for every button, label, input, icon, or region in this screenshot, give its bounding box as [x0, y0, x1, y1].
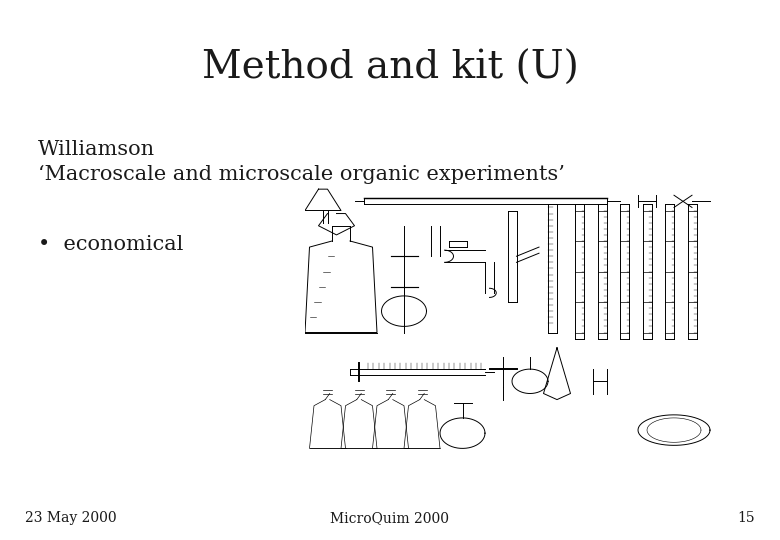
Text: ‘Macroscale and microscale organic experiments’: ‘Macroscale and microscale organic exper… [38, 165, 565, 184]
Text: 23 May 2000: 23 May 2000 [25, 511, 117, 525]
Text: MicroQuim 2000: MicroQuim 2000 [331, 511, 449, 525]
Text: 15: 15 [737, 511, 755, 525]
Text: Method and kit (U): Method and kit (U) [201, 50, 579, 87]
Text: •  economical: • economical [38, 235, 183, 254]
Text: Williamson: Williamson [38, 140, 155, 159]
